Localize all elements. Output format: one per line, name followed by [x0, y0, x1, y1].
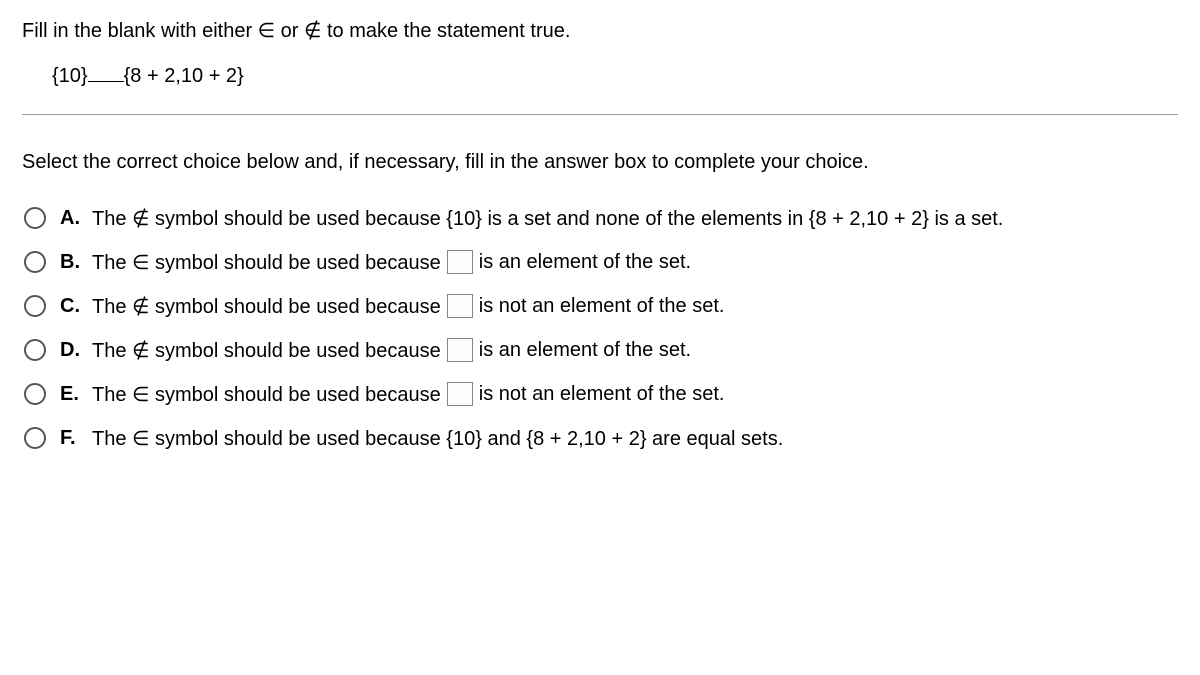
choice-a[interactable]: A. The ∉ symbol should be used because {…	[24, 204, 1178, 232]
question-equation: {10} {8 + 2,10 + 2}	[52, 65, 1178, 88]
answer-box-b[interactable]	[447, 250, 473, 274]
answer-box-e[interactable]	[447, 382, 473, 406]
choice-f[interactable]: F. The ∈ symbol should be used because {…	[24, 424, 1178, 452]
question-prompt: Fill in the blank with either ∈ or ∉ to …	[22, 18, 1178, 43]
choice-pre: The ∉ symbol should be used because	[92, 338, 441, 363]
choice-letter: D.	[60, 339, 82, 362]
choice-letter: F.	[60, 427, 82, 450]
choice-text: The ∈ symbol should be used because is n…	[92, 382, 724, 407]
choice-c[interactable]: C. The ∉ symbol should be used because i…	[24, 292, 1178, 320]
choice-post: is an element of the set.	[479, 339, 691, 362]
blank-line	[88, 81, 124, 82]
choice-e[interactable]: E. The ∈ symbol should be used because i…	[24, 380, 1178, 408]
choice-b[interactable]: B. The ∈ symbol should be used because i…	[24, 248, 1178, 276]
radio-b[interactable]	[24, 251, 46, 273]
choice-letter: E.	[60, 383, 82, 406]
choice-text: The ∈ symbol should be used because is a…	[92, 250, 691, 275]
answer-box-c[interactable]	[447, 294, 473, 318]
choice-post: is not an element of the set.	[479, 295, 725, 318]
choice-letter: C.	[60, 295, 82, 318]
answer-box-d[interactable]	[447, 338, 473, 362]
choice-pre: The ∈ symbol should be used because	[92, 250, 441, 275]
choices-group: A. The ∉ symbol should be used because {…	[22, 204, 1178, 452]
choice-text: The ∉ symbol should be used because is n…	[92, 294, 724, 319]
radio-c[interactable]	[24, 295, 46, 317]
choice-text: The ∉ symbol should be used because {10}…	[92, 206, 1003, 231]
radio-d[interactable]	[24, 339, 46, 361]
equation-left: {10}	[52, 65, 88, 87]
radio-f[interactable]	[24, 427, 46, 449]
choice-pre: The ∈ symbol should be used because	[92, 382, 441, 407]
choice-pre: The ∉ symbol should be used because	[92, 294, 441, 319]
divider	[22, 114, 1178, 115]
choice-letter: B.	[60, 251, 82, 274]
choice-text: The ∉ symbol should be used because is a…	[92, 338, 691, 363]
choice-post: is an element of the set.	[479, 251, 691, 274]
select-prompt: Select the correct choice below and, if …	[22, 151, 1178, 174]
choice-text: The ∈ symbol should be used because {10}…	[92, 426, 783, 451]
radio-a[interactable]	[24, 207, 46, 229]
choice-letter: A.	[60, 207, 82, 230]
equation-right: {8 + 2,10 + 2}	[124, 65, 244, 87]
choice-post: is not an element of the set.	[479, 383, 725, 406]
choice-d[interactable]: D. The ∉ symbol should be used because i…	[24, 336, 1178, 364]
radio-e[interactable]	[24, 383, 46, 405]
